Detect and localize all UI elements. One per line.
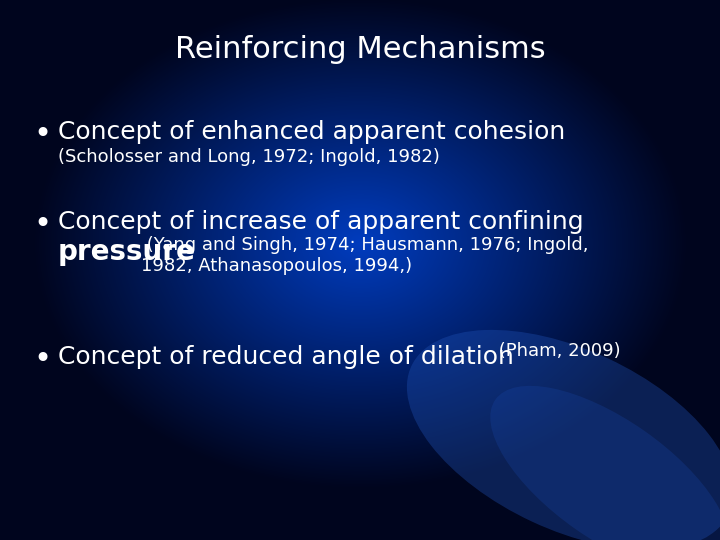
Text: pressure: pressure <box>58 238 196 266</box>
Ellipse shape <box>490 386 720 540</box>
Text: •: • <box>33 345 51 374</box>
Text: (Pham, 2009): (Pham, 2009) <box>493 342 621 360</box>
Text: (Yang and Singh, 1974; Hausmann, 1976; Ingold,
1982, Athanasopoulos, 1994,): (Yang and Singh, 1974; Hausmann, 1976; I… <box>141 236 588 275</box>
Text: •: • <box>33 210 51 239</box>
Text: Concept of increase of apparent confining: Concept of increase of apparent confinin… <box>58 210 584 234</box>
Text: Reinforcing Mechanisms: Reinforcing Mechanisms <box>175 35 545 64</box>
Text: •: • <box>33 120 51 149</box>
Ellipse shape <box>407 330 720 540</box>
Text: Concept of reduced angle of dilation: Concept of reduced angle of dilation <box>58 345 514 369</box>
Text: Concept of enhanced apparent cohesion: Concept of enhanced apparent cohesion <box>58 120 565 144</box>
Text: (Scholosser and Long, 1972; Ingold, 1982): (Scholosser and Long, 1972; Ingold, 1982… <box>58 148 440 166</box>
